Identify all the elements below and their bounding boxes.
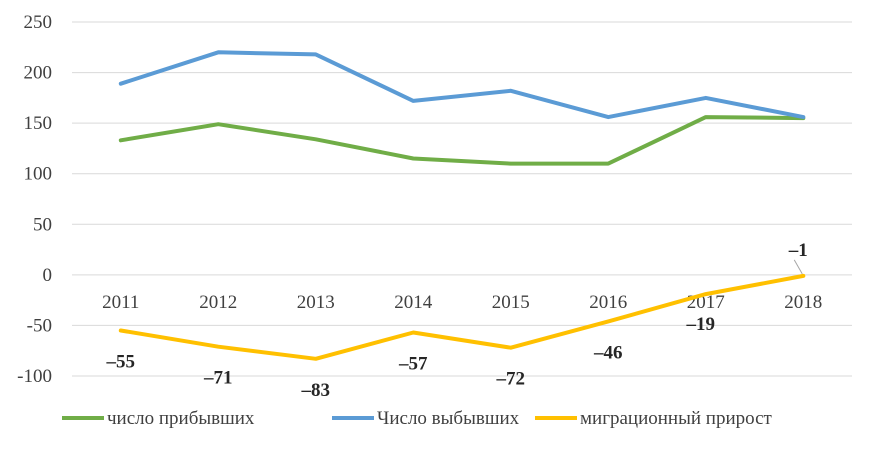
data-label: –72 [496, 369, 526, 390]
y-tick-label: 200 [24, 63, 53, 84]
y-tick-label: 250 [24, 12, 53, 33]
x-axis-ticks: 2011 2012 2013 2014 2015 2016 2017 2018 [102, 292, 822, 313]
x-tick-label: 2011 [102, 292, 139, 313]
data-label: –71 [203, 368, 233, 389]
legend-label: число прибывших [107, 408, 255, 429]
y-tick-label: -100 [17, 366, 52, 387]
x-tick-label: 2012 [199, 292, 237, 313]
data-label: –19 [686, 314, 716, 335]
legend-label: миграционный прирост [580, 408, 773, 429]
legend: число прибывших Число выбывших миграционны… [62, 408, 773, 429]
data-labels: –55 –71 –83 –57 –72 –46 –19 –1 [106, 240, 808, 401]
gridlines [72, 21, 852, 377]
x-tick-label: 2015 [492, 292, 530, 313]
data-label: –55 [106, 351, 136, 372]
series-lines [118, 50, 806, 361]
data-label: –83 [301, 380, 331, 401]
y-axis-ticks: -100 -50 0 50 100 150 200 250 [17, 12, 52, 387]
series-line [118, 115, 806, 166]
series-line [118, 50, 806, 120]
y-tick-label: -50 [27, 315, 52, 336]
legend-label: Число выбывших [377, 408, 520, 429]
y-tick-label: 0 [43, 265, 53, 286]
y-tick-label: 150 [24, 113, 53, 134]
x-tick-label: 2014 [394, 292, 433, 313]
data-label: –46 [593, 342, 623, 363]
x-tick-label: 2013 [297, 292, 335, 313]
data-label-leader-line [793, 259, 803, 275]
x-tick-label: 2018 [784, 292, 822, 313]
y-tick-label: 50 [33, 214, 52, 235]
x-tick-label: 2016 [589, 292, 627, 313]
y-tick-label: 100 [24, 164, 53, 185]
data-label: –1 [788, 240, 808, 261]
data-label: –57 [398, 354, 428, 375]
series-line [118, 273, 806, 361]
